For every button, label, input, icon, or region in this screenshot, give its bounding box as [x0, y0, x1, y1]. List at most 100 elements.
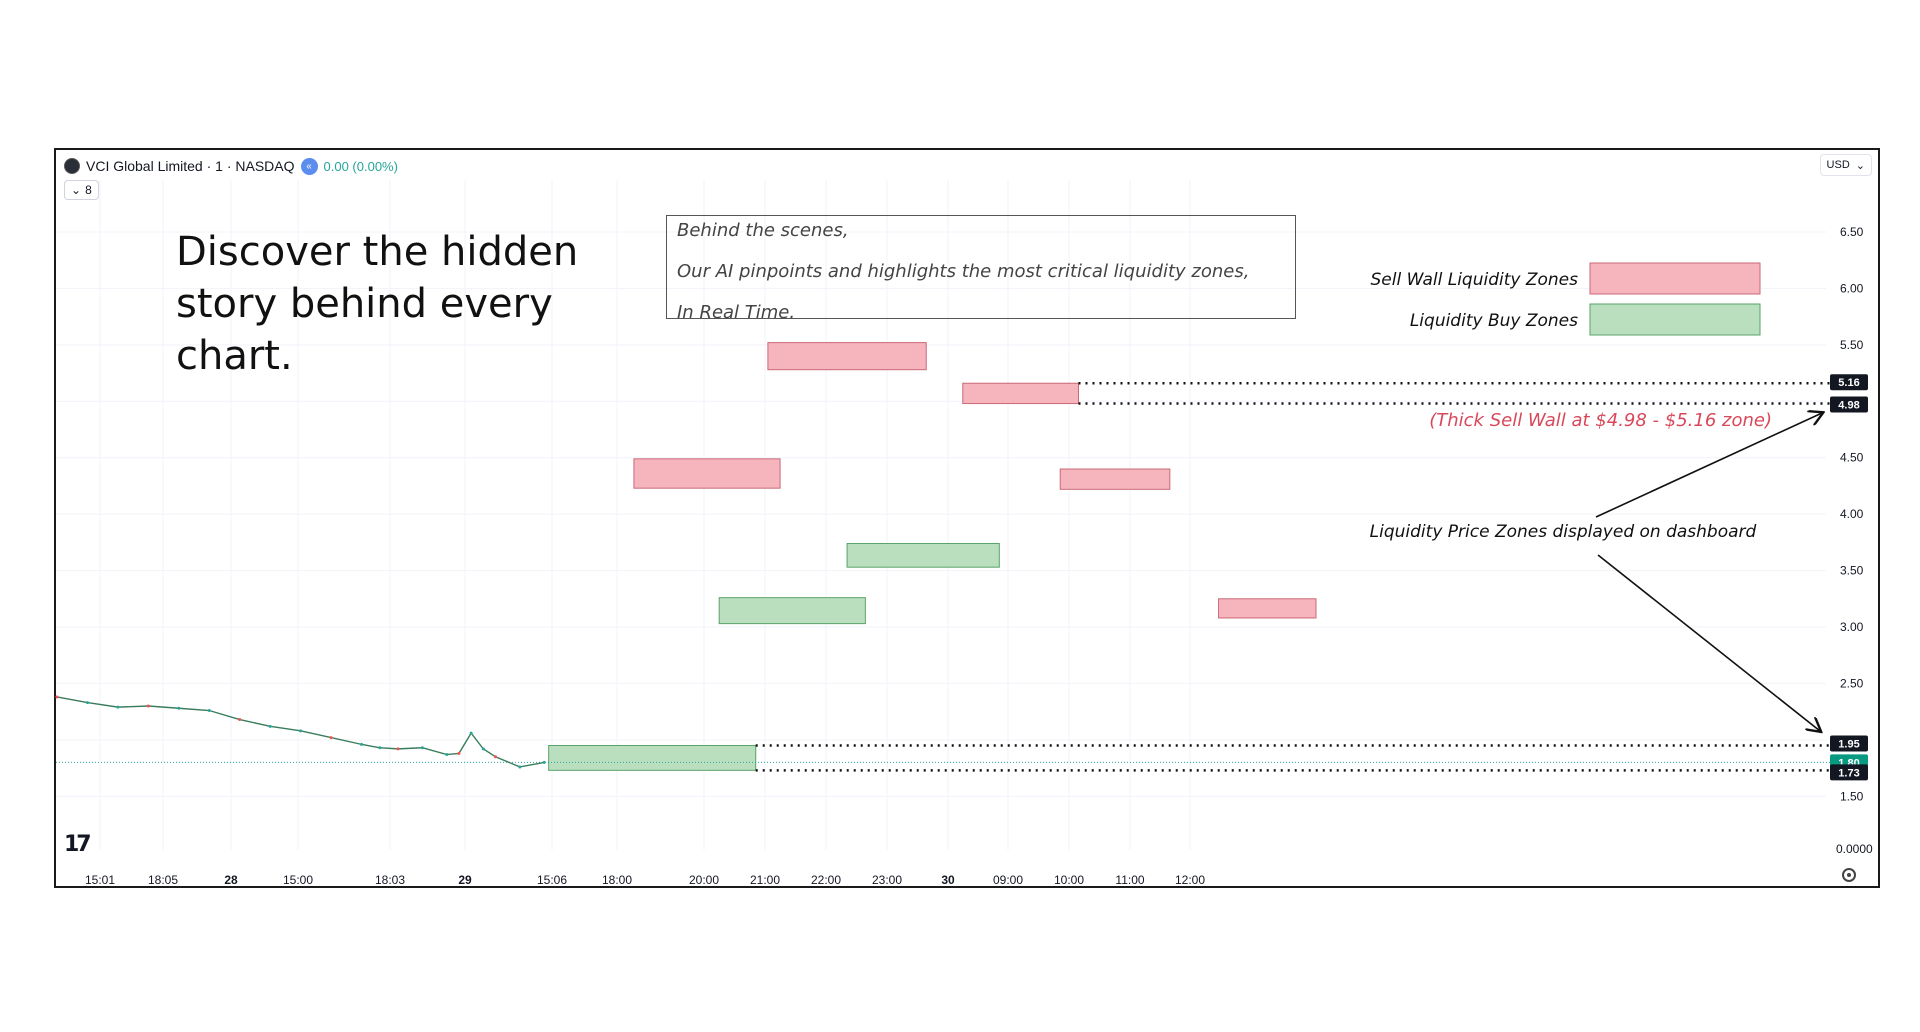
annotation-arrow [1597, 554, 1820, 731]
y-tick-label: 1.50 [1840, 789, 1864, 803]
sell-wall-annotation: (Thick Sell Wall at $4.98 - $5.16 zone) [1429, 410, 1772, 431]
price-label-tag [1830, 764, 1868, 781]
price-point [55, 695, 59, 699]
grid [56, 180, 1826, 850]
price-point [378, 746, 382, 750]
price-point [542, 760, 546, 764]
chevron-down-icon: ⌄ [71, 183, 82, 197]
x-tick-label: 15:06 [537, 873, 567, 887]
x-tick-label: 28 [224, 873, 238, 887]
x-tick-label: 18:03 [375, 873, 405, 887]
x-tick-label: 12:00 [1175, 873, 1205, 887]
sell-zone [1059, 468, 1171, 490]
price-label-text: 5.16 [1838, 377, 1859, 389]
y-tick-label: 5.50 [1840, 338, 1864, 352]
info-line: Behind the scenes, [677, 220, 849, 241]
price-point [116, 705, 120, 709]
price-label-text: 1.95 [1838, 739, 1859, 751]
legend-sell-label: Sell Wall Liquidity Zones [1370, 270, 1578, 290]
price-change: 0.00 (0.00%) [323, 158, 398, 174]
price-point [481, 747, 485, 751]
price-point [493, 755, 497, 759]
price-point [396, 747, 400, 751]
x-tick-label: 09:00 [993, 873, 1023, 887]
zones-dashboard-annotation: Liquidity Price Zones displayed on dashb… [1370, 522, 1757, 542]
x-tick-label: 10:00 [1054, 873, 1084, 887]
price-label-tag [1830, 374, 1868, 391]
x-tick-label: 18:05 [148, 873, 178, 887]
y-tick-label: 2.50 [1840, 676, 1864, 690]
x-tick-label: 29 [458, 873, 472, 887]
indicators-collapse-button[interactable]: ⌄ 8 [64, 180, 99, 200]
symbol-header[interactable]: VCI Global Limited · 1 · NASDAQ « 0.00 (… [64, 156, 398, 176]
price-point [177, 706, 181, 710]
price-label-tag [1830, 735, 1868, 752]
info-box: Behind the scenes, Our AI pinpoints and … [666, 215, 1296, 323]
price-point [329, 736, 333, 740]
y-tick-label: 4.00 [1840, 507, 1864, 521]
info-line: In Real Time. [677, 302, 796, 323]
collapse-count: 8 [85, 183, 92, 197]
x-tick-label: 20:00 [689, 873, 719, 887]
legend-buy-swatch [1589, 303, 1761, 336]
x-tick-label: 22:00 [811, 873, 841, 887]
price-label-text: 4.98 [1838, 400, 1859, 412]
x-tick-label: 15:01 [85, 873, 115, 887]
legend: Sell Wall Liquidity Zones Liquidity Buy Z… [1370, 262, 1761, 336]
market-status-icon[interactable]: « [300, 157, 318, 175]
price-point [518, 765, 522, 769]
y-tick-label: 4.50 [1840, 451, 1864, 465]
y-tick-label: 3.50 [1840, 564, 1864, 578]
legend-buy-label: Liquidity Buy Zones [1410, 311, 1578, 331]
legend-sell-swatch [1589, 262, 1761, 295]
y-tick-label: 6.50 [1840, 225, 1864, 239]
price-point [457, 751, 461, 755]
chart-frame: VCI Global Limited · 1 · NASDAQ « 0.00 (… [54, 148, 1880, 888]
x-tick-label: 21:00 [750, 873, 780, 887]
company-logo-icon [64, 158, 80, 174]
price-point [268, 724, 272, 728]
chevron-down-icon: ⌄ [1855, 159, 1865, 172]
x-tick-label: 15:00 [283, 873, 313, 887]
price-point [360, 742, 363, 746]
sell-zone [1218, 598, 1317, 619]
price-point [420, 746, 424, 750]
volume-axis-label: 0.0000 [1836, 842, 1873, 856]
currency-button[interactable]: USD ⌄ [1819, 154, 1872, 176]
tradingview-logo[interactable]: 17 [64, 832, 92, 857]
currency-label: USD [1826, 159, 1850, 171]
info-line: Our AI pinpoints and highlights the most… [677, 261, 1250, 282]
price-point [85, 701, 89, 705]
annotations: (Thick Sell Wall at $4.98 - $5.16 zone) L… [1370, 410, 1822, 731]
price-point [238, 718, 242, 722]
price-point [445, 753, 449, 757]
price-series [55, 695, 546, 769]
price-point [299, 729, 303, 733]
price-point [146, 704, 150, 708]
buy-zone [718, 597, 866, 625]
price-label-text: 1.73 [1838, 767, 1859, 779]
time-axis[interactable]: 15:01 18:05 28 15:00 18:03 29 15:06 18:00 20:00 2… [85, 873, 1205, 887]
price-axis[interactable]: 6.506.005.505.004.504.003.503.002.502.00… [1830, 225, 1873, 856]
promo-headline: Discover the hidden story behind every c… [176, 229, 579, 379]
x-tick-label: 11:00 [1115, 873, 1144, 887]
sell-zone [962, 382, 1079, 405]
price-label-tag [1830, 396, 1868, 413]
zone-extension-lines [56, 381, 1830, 772]
symbol-title[interactable]: VCI Global Limited · 1 · NASDAQ [86, 158, 295, 174]
x-tick-label: 30 [941, 873, 955, 887]
price-point [207, 709, 211, 713]
price-point [469, 731, 473, 735]
sell-zone [633, 458, 781, 489]
y-tick-label: 6.00 [1840, 281, 1864, 295]
settings-icon[interactable] [1842, 868, 1856, 882]
annotation-arrow [1595, 413, 1822, 518]
buy-zone [548, 745, 757, 771]
y-tick-label: 3.00 [1840, 620, 1864, 634]
sell-zone [767, 342, 927, 371]
liquidity-zones [548, 342, 1317, 771]
buy-zone [846, 542, 1000, 568]
x-tick-label: 18:00 [602, 873, 632, 887]
x-tick-label: 23:00 [872, 873, 902, 887]
